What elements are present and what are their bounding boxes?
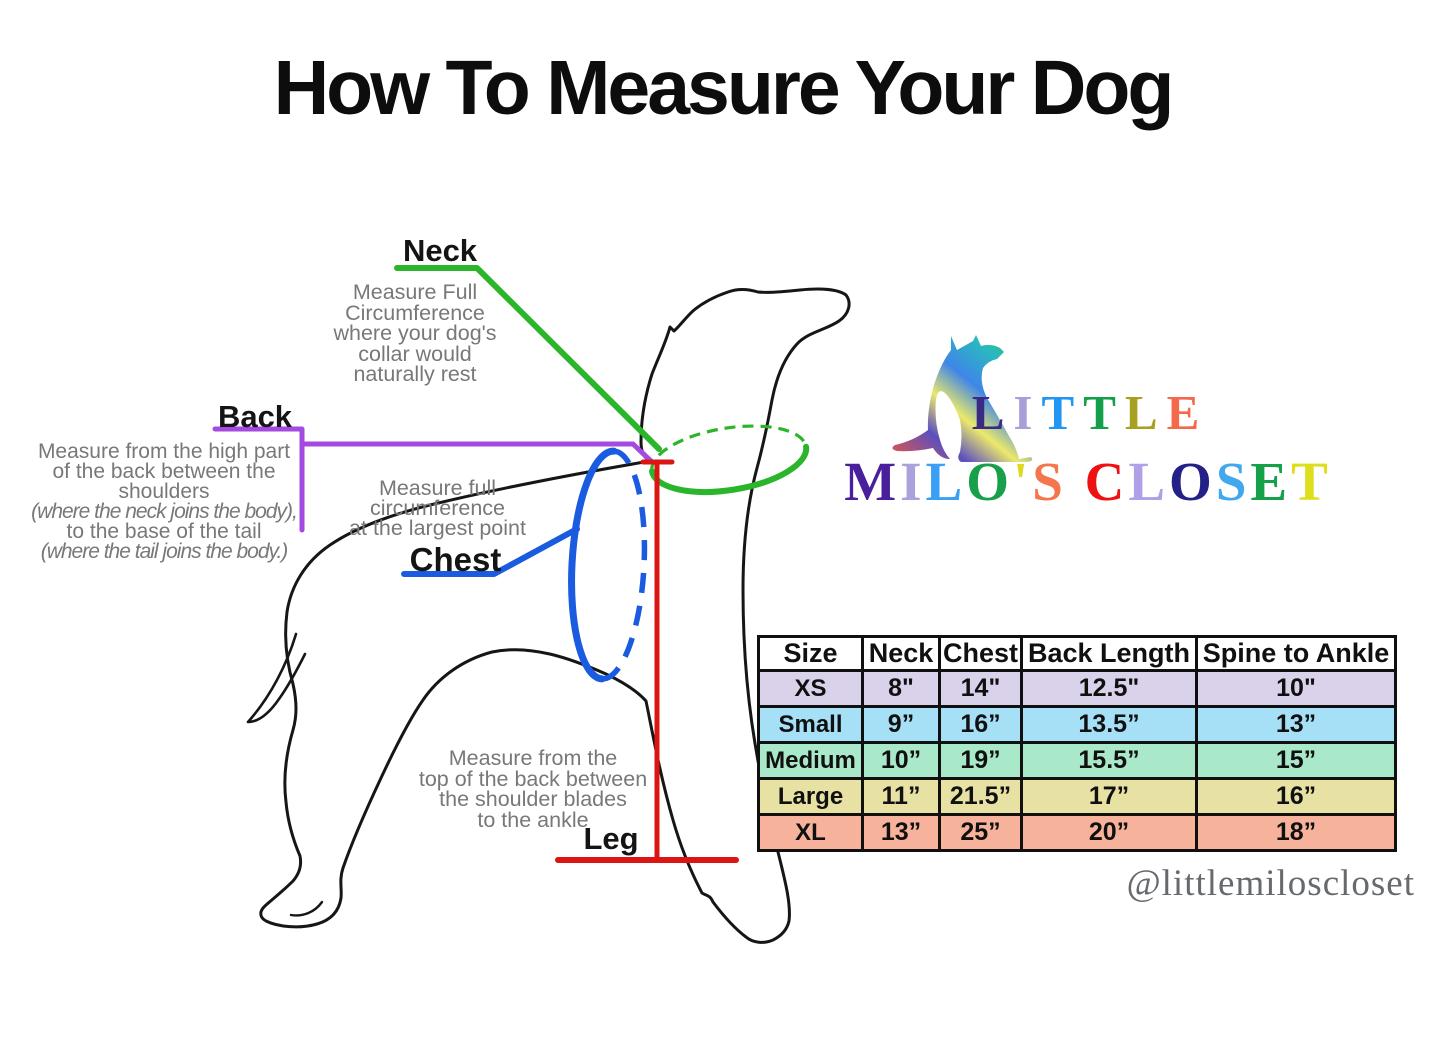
logo-dog-silhouette: [892, 335, 1033, 462]
table-cell-value: 11”: [861, 777, 941, 816]
table-cell-value: 16”: [938, 705, 1023, 744]
leg-description: Measure from the top of the back between…: [418, 746, 648, 832]
neck-measure-ellipse: [648, 424, 810, 495]
dog-outline-drawing: [246, 287, 851, 944]
chest-description: Measure full circumference at the larges…: [349, 476, 526, 540]
neck-label: Neck: [402, 233, 478, 268]
logo-letter: E: [1166, 385, 1209, 440]
table-cell-value: 15”: [1195, 741, 1397, 780]
table-cell-size: XS: [757, 669, 864, 708]
table-row: Small 9” 16” 13.5” 13”: [757, 705, 1397, 744]
dog-body-outline: [259, 287, 851, 944]
table-cell-size: Medium: [757, 741, 864, 780]
col-header-back-length: Back Length: [1020, 635, 1198, 672]
logo-letter: L: [1128, 451, 1170, 512]
table-cell-value: 12.5": [1020, 669, 1198, 708]
page-title: How To Measure Your Dog: [273, 45, 1175, 131]
back-description: Measure from the high part of the back b…: [23, 440, 305, 563]
logo-letter: I: [1013, 385, 1042, 440]
back-description-line: of the back between the: [52, 460, 276, 483]
table-cell-value: 15.5”: [1020, 741, 1198, 780]
logo-line2: MILO'S CLOSET: [838, 450, 1338, 513]
logo-line1: LITTLE: [955, 384, 1225, 441]
col-header-neck: Neck: [861, 635, 941, 672]
table-row: XL 13” 25” 20” 18”: [757, 813, 1397, 852]
table-cell-value: 14": [938, 669, 1023, 708]
table-cell-size: XL: [757, 813, 864, 852]
table-cell-value: 18”: [1195, 813, 1397, 852]
table-cell-value: 13”: [861, 813, 941, 852]
social-handle: @littlemiloscloset: [1126, 863, 1415, 904]
table-cell-value: 16”: [1195, 777, 1397, 816]
logo-letter: S: [1032, 451, 1067, 512]
chest-label: Chest: [409, 541, 502, 578]
logo-letter: O: [966, 451, 1013, 512]
logo-letter: T: [1291, 451, 1332, 512]
chest-pointer-line: [401, 447, 648, 683]
table-row: XS 8" 14" 12.5" 10": [757, 669, 1397, 708]
table-cell-value: 9”: [861, 705, 941, 744]
logo-letter: ': [1013, 451, 1033, 512]
back-description-line: (where the tail joins the body.): [40, 540, 289, 563]
chest-measure-ellipse: [568, 447, 648, 683]
table-cell-value: 19”: [938, 741, 1023, 780]
table-cell-value: 20”: [1020, 813, 1198, 852]
back-pointer-line: [212, 426, 655, 533]
logo-letter: S: [1215, 451, 1251, 512]
back-label: Back: [217, 399, 293, 434]
col-header-chest: Chest: [938, 635, 1023, 672]
table-cell-value: 21.5”: [938, 777, 1023, 816]
table-row: Medium 10” 19” 15.5” 15”: [757, 741, 1397, 780]
col-header-size: Size: [757, 635, 864, 672]
back-description-line: to the base of the tail: [66, 520, 262, 543]
logo-letter: E: [1250, 451, 1292, 512]
logo-letter: L: [1124, 385, 1167, 440]
neck-description: Measure Full Circumference where your do…: [333, 280, 497, 386]
logo-letter: T: [1083, 385, 1125, 440]
dog-second-paw-line: [289, 900, 324, 917]
table-cell-value: 17”: [1020, 777, 1198, 816]
table-header-row: Size Neck Chest Back Length Spine to Ank…: [757, 635, 1397, 672]
col-header-spine-to-ankle: Spine to Ankle: [1195, 635, 1397, 672]
logo-letter: L: [925, 451, 967, 512]
back-description-line: Measure from the high part: [37, 440, 291, 463]
table-cell-value: 13”: [1195, 705, 1397, 744]
table-cell-size: Small: [757, 705, 864, 744]
leg-measure-line: [555, 459, 739, 863]
logo-letter: L: [971, 385, 1014, 440]
table-cell-value: 13.5”: [1020, 705, 1198, 744]
logo-letter: M: [844, 451, 901, 512]
table-cell-size: Large: [757, 777, 864, 816]
dog-tail: [246, 632, 307, 724]
table-cell-value: 10”: [861, 741, 941, 780]
leg-label: Leg: [583, 821, 639, 856]
table-cell-value: 25”: [938, 813, 1023, 852]
table-row: Large 11” 21.5” 17” 16”: [757, 777, 1397, 816]
logo-letter: O: [1169, 451, 1216, 512]
back-description-line: shoulders: [118, 480, 210, 503]
back-description-line: (where the neck joins the body),: [31, 500, 298, 523]
logo-letter: I: [900, 451, 926, 512]
size-chart: Size Neck Chest Back Length Spine to Ank…: [757, 635, 1397, 852]
size-table-body: XS 8" 14" 12.5" 10" Small 9” 16” 13.5” 13” Medium 1…: [757, 669, 1397, 852]
table-cell-value: 10": [1195, 669, 1397, 708]
logo-letter: C: [1084, 451, 1129, 512]
logo-letter: [1067, 451, 1085, 512]
neck-pointer-line: [394, 265, 810, 495]
table-cell-value: 8": [861, 669, 941, 708]
logo-letter: T: [1041, 385, 1084, 440]
